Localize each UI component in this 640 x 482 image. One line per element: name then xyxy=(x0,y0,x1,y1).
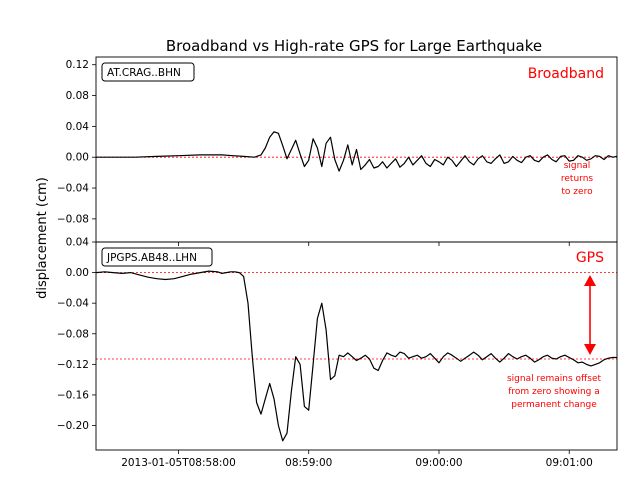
station-label-gps: JPGPS.AB48..LHN xyxy=(106,252,197,264)
gps-ytick-label: −0.12 xyxy=(57,359,89,371)
station-label-broadband: AT.CRAG..BHN xyxy=(107,67,181,79)
gps-axes-frame xyxy=(95,241,618,451)
gps-annotation-line-3: permanent change xyxy=(511,400,597,410)
broadband-series-line xyxy=(96,131,618,172)
gps-ytick-label: 0.04 xyxy=(66,237,90,249)
gps-label: GPS xyxy=(576,250,604,266)
gps-ytick-label: −0.08 xyxy=(57,328,89,340)
broadband-ytick-label: 0.08 xyxy=(66,90,89,102)
gps-ytick-label: −0.20 xyxy=(57,420,89,432)
xtick-label: 09:01:00 xyxy=(546,457,593,469)
gps-panel: −0.20 −0.16 −0.12 −0.08 −0.04 0.00 0.04 xyxy=(57,237,618,451)
gps-annotation-line-1: signal remains offset xyxy=(507,374,601,384)
broadband-label: Broadband xyxy=(528,66,604,82)
chart-title: Broadband vs High-rate GPS for Large Ear… xyxy=(166,37,542,55)
broadband-annotation-line-3: to zero xyxy=(561,187,593,197)
broadband-annotation-line-2: returns xyxy=(561,174,594,184)
station-label-box-gps xyxy=(101,247,213,267)
gps-ytick-label: −0.16 xyxy=(57,389,89,401)
offset-arrow xyxy=(584,275,596,355)
gps-ytick-label: −0.04 xyxy=(57,298,89,310)
gps-ytick-label: 0.00 xyxy=(66,267,89,279)
broadband-ytick-label: 0.04 xyxy=(66,121,90,133)
broadband-ytick-label: −0.08 xyxy=(57,213,89,225)
broadband-ytick-label: 0.00 xyxy=(66,152,89,164)
xtick-label: 08:59:00 xyxy=(285,457,332,469)
broadband-annotation-line-1: signal xyxy=(564,161,591,171)
x-axis: 2013-01-05T08:58:00 08:59:00 09:00:00 09:01… xyxy=(121,242,593,469)
xtick-label: 2013-01-05T08:58:00 xyxy=(121,457,236,469)
xtick-label: 09:00:00 xyxy=(415,457,462,469)
station-label-box-broadband xyxy=(101,62,195,82)
broadband-ytick-label: −0.04 xyxy=(57,183,89,195)
broadband-ytick-label: 0.12 xyxy=(66,59,89,71)
gps-annotation-line-2: from zero showing a xyxy=(508,387,600,397)
y-axis-label: displacement (cm) xyxy=(35,177,50,299)
broadband-panel: −0.08 −0.04 0.00 0.04 0.08 0.12 xyxy=(57,56,618,243)
gps-series-line xyxy=(95,270,617,442)
